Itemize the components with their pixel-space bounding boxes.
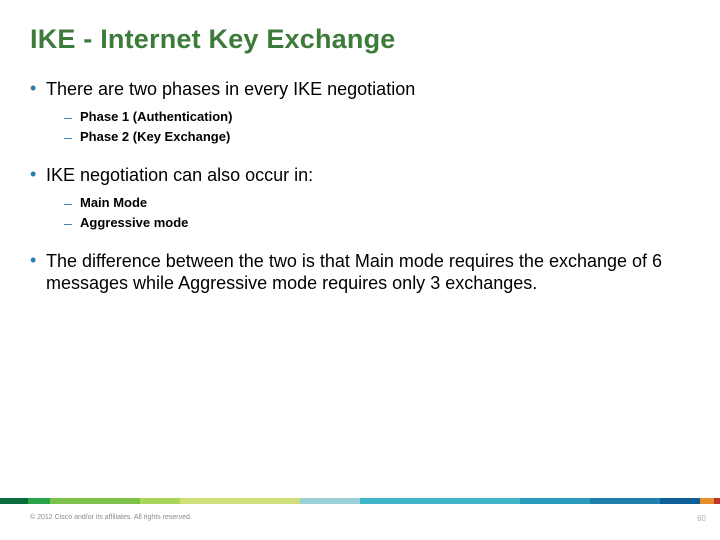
dash-icon: – (64, 128, 80, 146)
bullet-sub: – Aggressive mode (64, 214, 690, 232)
bullet-sub: – Main Mode (64, 194, 690, 212)
footer-bar-segment (140, 498, 180, 504)
footer-bar-segment (360, 498, 520, 504)
footer-copyright: © 2012 Cisco and/or its affiliates. All … (30, 514, 192, 521)
slide: IKE - Internet Key Exchange • There are … (0, 0, 720, 540)
footer-accent-bar (0, 498, 720, 504)
sub-text: Phase 1 (Authentication) (80, 108, 232, 126)
dash-icon: – (64, 108, 80, 126)
footer-bar-segment (50, 498, 140, 504)
footer-bar-segment (700, 498, 714, 504)
bullet-text: There are two phases in every IKE negoti… (46, 78, 415, 100)
dash-icon: – (64, 194, 80, 212)
sub-text: Main Mode (80, 194, 147, 212)
footer-bar-segment (714, 498, 720, 504)
bullet-dot-icon: • (30, 78, 46, 98)
bullet-main-1: • There are two phases in every IKE nego… (30, 78, 690, 100)
bullet-main-3: • The difference between the two is that… (30, 250, 690, 294)
bullet-text: IKE negotiation can also occur in: (46, 164, 313, 186)
sub-text: Phase 2 (Key Exchange) (80, 128, 230, 146)
bullet-sub: – Phase 2 (Key Exchange) (64, 128, 690, 146)
sub-list-2: – Main Mode – Aggressive mode (64, 194, 690, 232)
bullet-dot-icon: • (30, 250, 46, 270)
bullet-sub: – Phase 1 (Authentication) (64, 108, 690, 126)
page-number: 60 (697, 514, 706, 523)
content-area: • There are two phases in every IKE nego… (30, 78, 690, 302)
footer-bar-segment (660, 498, 700, 504)
footer-bar-segment (300, 498, 360, 504)
footer-bar-segment (0, 498, 28, 504)
sub-list-1: – Phase 1 (Authentication) – Phase 2 (Ke… (64, 108, 690, 146)
bullet-main-2: • IKE negotiation can also occur in: (30, 164, 690, 186)
footer-bar-segment (180, 498, 300, 504)
bullet-text: The difference between the two is that M… (46, 250, 690, 294)
bullet-dot-icon: • (30, 164, 46, 184)
footer-bar-segment (520, 498, 590, 504)
sub-text: Aggressive mode (80, 214, 188, 232)
footer-bar-segment (590, 498, 660, 504)
dash-icon: – (64, 214, 80, 232)
slide-title: IKE - Internet Key Exchange (30, 24, 396, 55)
footer-bar-segment (28, 498, 50, 504)
